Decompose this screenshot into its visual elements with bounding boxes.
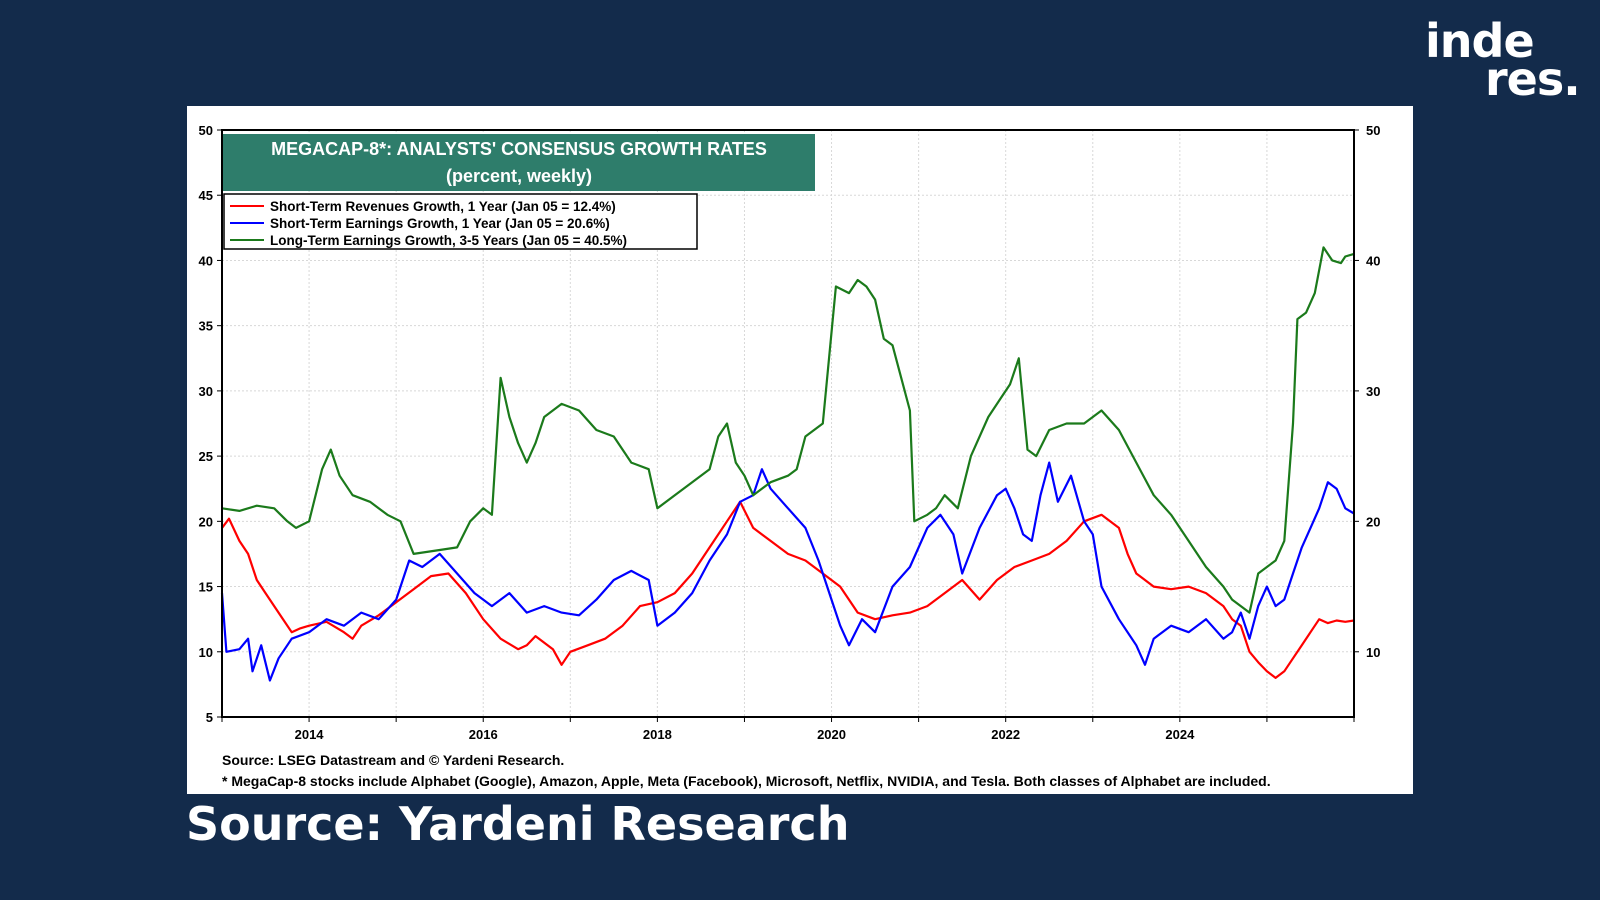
chart-title-box: MEGACAP-8*: ANALYSTS' CONSENSUS GROWTH R… xyxy=(223,134,815,191)
x-tick-label: 2016 xyxy=(469,727,498,742)
series-line xyxy=(220,461,1355,682)
axes: 5 10 15 20 25 30 35 40 45 50 10 20 30 40 50 2014 2016 201… xyxy=(199,123,1381,742)
x-tick-label: 2022 xyxy=(991,727,1020,742)
series-lines xyxy=(220,246,1355,682)
x-tick-label: 2020 xyxy=(817,727,846,742)
y-tick-label-right: 10 xyxy=(1366,645,1380,660)
footnote: * MegaCap-8 stocks include Alphabet (Goo… xyxy=(222,773,1271,789)
y-tick-label-left: 20 xyxy=(199,514,213,529)
y-tick-label-left: 15 xyxy=(199,580,213,595)
y-tick-label-right: 50 xyxy=(1366,123,1380,138)
y-tick-label-left: 45 xyxy=(199,188,213,203)
y-tick-label-left: 40 xyxy=(199,253,213,268)
title-background xyxy=(223,134,815,191)
source-caption: Source: Yardeni Research xyxy=(186,797,850,851)
legend-label: Long-Term Earnings Growth, 3-5 Years (Ja… xyxy=(270,233,627,248)
y-tick-label-left: 30 xyxy=(199,384,213,399)
y-tick-label-left: 25 xyxy=(199,449,213,464)
y-tick-label-right: 30 xyxy=(1366,384,1380,399)
y-tick-label-left: 10 xyxy=(199,645,213,660)
chart-title: MEGACAP-8*: ANALYSTS' CONSENSUS GROWTH R… xyxy=(271,139,767,159)
legend-label: Short-Term Revenues Growth, 1 Year (Jan … xyxy=(270,199,616,214)
y-tick-label-right: 20 xyxy=(1366,514,1380,529)
indexes-logo: inde res. xyxy=(1425,18,1581,106)
legend-label: Short-Term Earnings Growth, 1 Year (Jan … xyxy=(270,216,610,231)
x-tick-label: 2018 xyxy=(643,727,672,742)
y-tick-label-left: 5 xyxy=(206,710,213,725)
plot-frame xyxy=(221,129,1355,718)
legend: Short-Term Revenues Growth, 1 Year (Jan … xyxy=(223,193,698,250)
chart-subtitle: (percent, weekly) xyxy=(446,166,592,186)
y-tick-label-left: 35 xyxy=(199,319,213,334)
source-note: Source: LSEG Datastream and © Yardeni Re… xyxy=(222,752,565,768)
x-tick-label: 2024 xyxy=(1165,727,1195,742)
logo-line-1: inde xyxy=(1425,14,1535,68)
series-line xyxy=(221,246,1355,614)
y-tick-label-right: 40 xyxy=(1366,253,1380,268)
legend-box xyxy=(223,193,698,250)
x-tick-label: 2014 xyxy=(295,727,325,742)
y-tick-label-left: 50 xyxy=(199,123,213,138)
logo-line-2: res. xyxy=(1485,52,1581,106)
line-chart: 5 10 15 20 25 30 35 40 45 50 10 20 30 40 50 2014 2016 201… xyxy=(199,123,1381,742)
chart-panel: 5 10 15 20 25 30 35 40 45 50 10 20 30 40 50 2014 2016 201… xyxy=(187,106,1413,794)
series-line xyxy=(221,500,1355,679)
